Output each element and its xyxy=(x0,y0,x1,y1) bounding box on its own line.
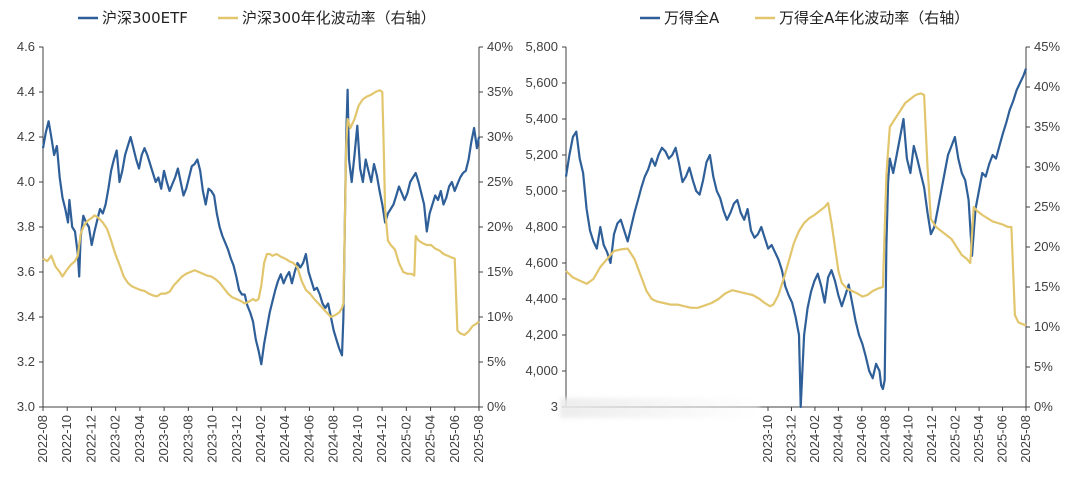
x-tick-label: 2023-10 xyxy=(205,415,220,463)
x-tick-label: 2024-06 xyxy=(301,415,316,463)
right-tick-label: 10% xyxy=(1034,319,1060,334)
x-tick-label: 2022-08 xyxy=(35,415,50,463)
right-tick-label: 25% xyxy=(1034,199,1060,214)
x-tick-label: 2025-02 xyxy=(948,415,963,463)
left-tick-label: 3.2 xyxy=(17,354,35,369)
x-tick-label: 2024-12 xyxy=(374,415,389,463)
x-tick-label: 2024-06 xyxy=(854,415,869,463)
x-tick-label: 2024-08 xyxy=(326,415,341,463)
right-tick-label: 10% xyxy=(487,309,513,324)
x-tick-label: 2025-02 xyxy=(398,415,413,463)
right-tick-label: 0% xyxy=(1034,399,1053,414)
x-tick-label: 2023-04 xyxy=(132,415,147,463)
x-tick-label: 2023-06 xyxy=(156,415,171,463)
x-tick-label: 2024-04 xyxy=(830,415,845,463)
left-tick-label: 4,200 xyxy=(525,327,558,342)
x-tick-label: 2025-06 xyxy=(995,415,1010,463)
right-tick-label: 30% xyxy=(487,129,513,144)
left-tick-label: 4.2 xyxy=(17,129,35,144)
right-tick-label: 5% xyxy=(1034,359,1053,374)
series-line-volatility xyxy=(565,92,1027,327)
x-tick-label: 2023-08 xyxy=(180,415,195,463)
x-tick-label: 2025-04 xyxy=(423,415,438,463)
right-tick-label: 35% xyxy=(487,84,513,99)
x-tick-label: 2022-10 xyxy=(59,415,74,463)
left-tick-label: 4.6 xyxy=(17,39,35,54)
x-tick-label: 2024-02 xyxy=(807,415,822,463)
right-tick-label: 40% xyxy=(487,39,513,54)
left-tick-label: 5,400 xyxy=(525,111,558,126)
left-tick-label: 3.0 xyxy=(17,399,35,414)
left-tick-label: 4.0 xyxy=(17,174,35,189)
left-tick-label: 5,200 xyxy=(525,147,558,162)
x-tick-label: 2024-08 xyxy=(877,415,892,463)
x-tick-label: 2024-10 xyxy=(901,415,916,463)
series-line-index xyxy=(564,68,1028,409)
x-tick-label: 2024-12 xyxy=(924,415,939,463)
x-tick-label: 2025-06 xyxy=(447,415,462,463)
legend-label: 万得全A xyxy=(664,9,720,27)
right-tick-label: 40% xyxy=(1034,79,1060,94)
x-tick-label: 2023-02 xyxy=(108,415,123,463)
right-tick-label: 45% xyxy=(1034,39,1060,54)
left-tick-label: 5,800 xyxy=(525,39,558,54)
x-tick-label: 2024-04 xyxy=(277,415,292,463)
legend-label: 万得全A年化波动率（右轴） xyxy=(779,9,969,27)
series-line-volatility xyxy=(42,89,480,337)
left-tick-label: 4,800 xyxy=(525,219,558,234)
right-tick-label: 0% xyxy=(487,399,506,414)
left-tick-label: 5,600 xyxy=(525,75,558,90)
left-tick-label: 4,400 xyxy=(525,291,558,306)
right-tick-label: 15% xyxy=(1034,279,1060,294)
right-tick-label: 15% xyxy=(487,264,513,279)
x-tick-label: 2025-08 xyxy=(471,415,486,463)
chart-2: 3 4,000 4,200 4,400 4,600 4,800 5,000 5,200 5,40… xyxy=(525,9,1060,463)
left-tick-label: 4,600 xyxy=(525,255,558,270)
right-tick-label: 25% xyxy=(487,174,513,189)
left-tick-label: 5,000 xyxy=(525,183,558,198)
legend-label: 沪深300ETF xyxy=(102,9,188,27)
left-tick-label: 3.8 xyxy=(17,219,35,234)
left-tick-label: 3.4 xyxy=(17,309,35,324)
x-tick-label: 2023-12 xyxy=(229,415,244,463)
blur-overlay xyxy=(560,398,760,418)
left-tick-label: 3 xyxy=(551,399,558,414)
right-tick-label: 35% xyxy=(1034,119,1060,134)
x-tick-label: 2022-12 xyxy=(83,415,98,463)
legend-label: 沪深300年化波动率（右轴） xyxy=(242,9,436,27)
x-tick-label: 2023-10 xyxy=(760,415,775,463)
x-tick-label: 2025-08 xyxy=(1018,415,1033,463)
x-tick-label: 2024-10 xyxy=(350,415,365,463)
x-tick-label: 2024-02 xyxy=(253,415,268,463)
right-tick-label: 30% xyxy=(1034,159,1060,174)
x-tick-label: 2023-12 xyxy=(783,415,798,463)
right-tick-label: 20% xyxy=(487,219,513,234)
right-tick-label: 5% xyxy=(487,354,506,369)
right-tick-label: 20% xyxy=(1034,239,1060,254)
series-line-index xyxy=(41,88,481,366)
x-tick-label: 2025-04 xyxy=(971,415,986,463)
left-tick-label: 3.6 xyxy=(17,264,35,279)
left-tick-label: 4,000 xyxy=(525,363,558,378)
chart-1: 3.0 3.2 3.4 3.6 3.8 4.0 4.2 4.4 4.6 0% 5% 10% 15% 20%… xyxy=(17,9,514,463)
left-tick-label: 4.4 xyxy=(17,84,35,99)
